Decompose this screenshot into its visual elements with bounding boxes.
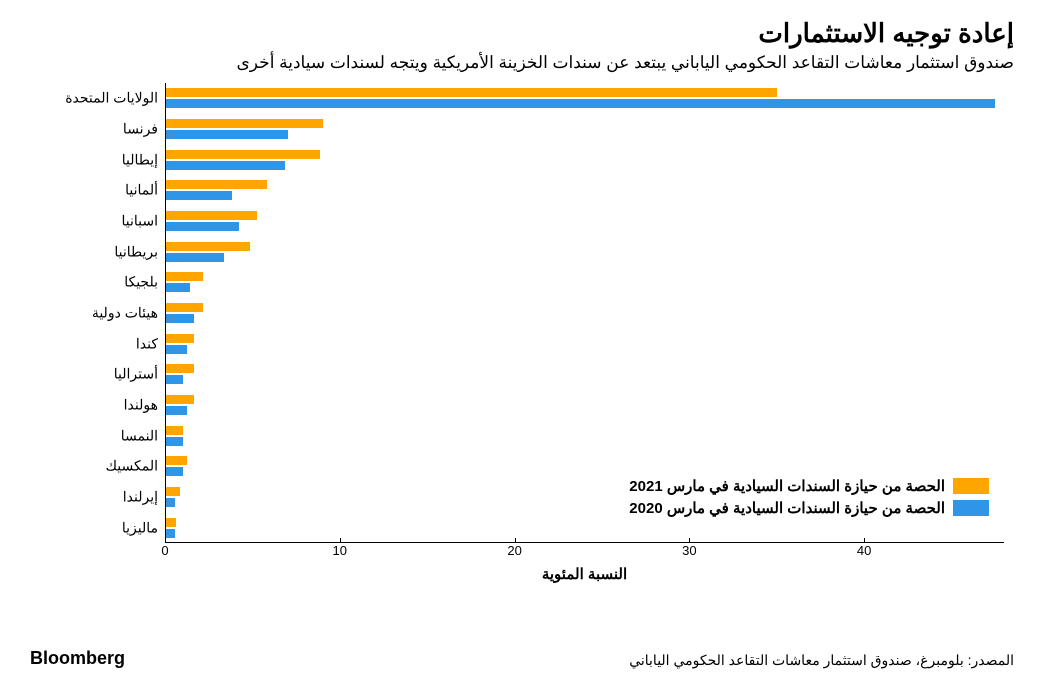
bar <box>166 426 183 435</box>
category-label: هولندا <box>124 397 166 414</box>
bar <box>166 467 183 476</box>
x-tick-label: 40 <box>857 543 871 558</box>
category-label: اسبانيا <box>122 213 167 230</box>
bar <box>166 375 183 384</box>
category-label: إيطاليا <box>122 151 166 168</box>
source-line: المصدر: بلومبرغ، صندوق استثمار معاشات ال… <box>629 652 1014 669</box>
bar <box>166 99 995 108</box>
bar <box>166 130 288 139</box>
bar <box>166 242 250 251</box>
plot-region: الولايات المتحدةفرنساإيطالياألمانيااسبان… <box>165 83 1004 543</box>
legend-swatch-2021 <box>953 478 989 494</box>
category-label: إيرلندا <box>123 489 166 506</box>
legend-label-2020: الحصة من حيازة السندات السيادية في مارس … <box>629 499 945 517</box>
bar <box>166 487 180 496</box>
x-tick-label: 20 <box>507 543 521 558</box>
legend: الحصة من حيازة السندات السيادية في مارس … <box>629 477 989 521</box>
x-tick-label: 30 <box>682 543 696 558</box>
bar <box>166 88 777 97</box>
category-label: ألمانيا <box>125 182 166 199</box>
legend-item-2020: الحصة من حيازة السندات السيادية في مارس … <box>629 499 989 517</box>
bar <box>166 364 194 373</box>
bar <box>166 161 285 170</box>
bar <box>166 253 224 262</box>
category-label: كندا <box>136 335 166 352</box>
bar <box>166 498 175 507</box>
bars-container: الولايات المتحدةفرنساإيطالياألمانيااسبان… <box>166 83 1004 542</box>
bar <box>166 191 232 200</box>
bar <box>166 211 257 220</box>
category-label: المكسيك <box>106 458 167 475</box>
bar <box>166 303 203 312</box>
bar <box>166 150 320 159</box>
bar <box>166 529 175 538</box>
bar <box>166 345 187 354</box>
category-label: الولايات المتحدة <box>65 90 166 107</box>
category-label: فرنسا <box>123 121 166 138</box>
bar <box>166 222 239 231</box>
x-axis: 010203040 <box>165 543 1004 563</box>
category-label: بريطانيا <box>114 243 166 260</box>
chart-subtitle: صندوق استثمار معاشات التقاعد الحكومي الي… <box>30 53 1014 73</box>
bar <box>166 180 267 189</box>
bar <box>166 314 194 323</box>
category-label: النمسا <box>121 427 166 444</box>
bar <box>166 406 187 415</box>
bar <box>166 437 183 446</box>
bar <box>166 395 194 404</box>
bar <box>166 334 194 343</box>
brand-logo: Bloomberg <box>30 648 125 669</box>
legend-swatch-2020 <box>953 500 989 516</box>
bar <box>166 456 187 465</box>
legend-item-2021: الحصة من حيازة السندات السيادية في مارس … <box>629 477 989 495</box>
chart-title: إعادة توجيه الاستثمارات <box>30 18 1014 49</box>
chart-area: الولايات المتحدة فرنسا إيطاليا ألمانيا اسبان… <box>30 83 1014 583</box>
bar <box>166 283 190 292</box>
category-label: ماليزيا <box>122 519 166 536</box>
x-tick-label: 10 <box>333 543 347 558</box>
x-axis-label: النسبة المئوية <box>165 565 1004 583</box>
x-tick-label: 0 <box>161 543 168 558</box>
bar <box>166 518 176 527</box>
legend-label-2021: الحصة من حيازة السندات السيادية في مارس … <box>629 477 945 495</box>
category-label: أستراليا <box>114 366 166 383</box>
bar <box>166 272 203 281</box>
category-label: بلجيكا <box>124 274 166 291</box>
bar <box>166 119 323 128</box>
category-label: هيئات دولية <box>92 305 166 322</box>
